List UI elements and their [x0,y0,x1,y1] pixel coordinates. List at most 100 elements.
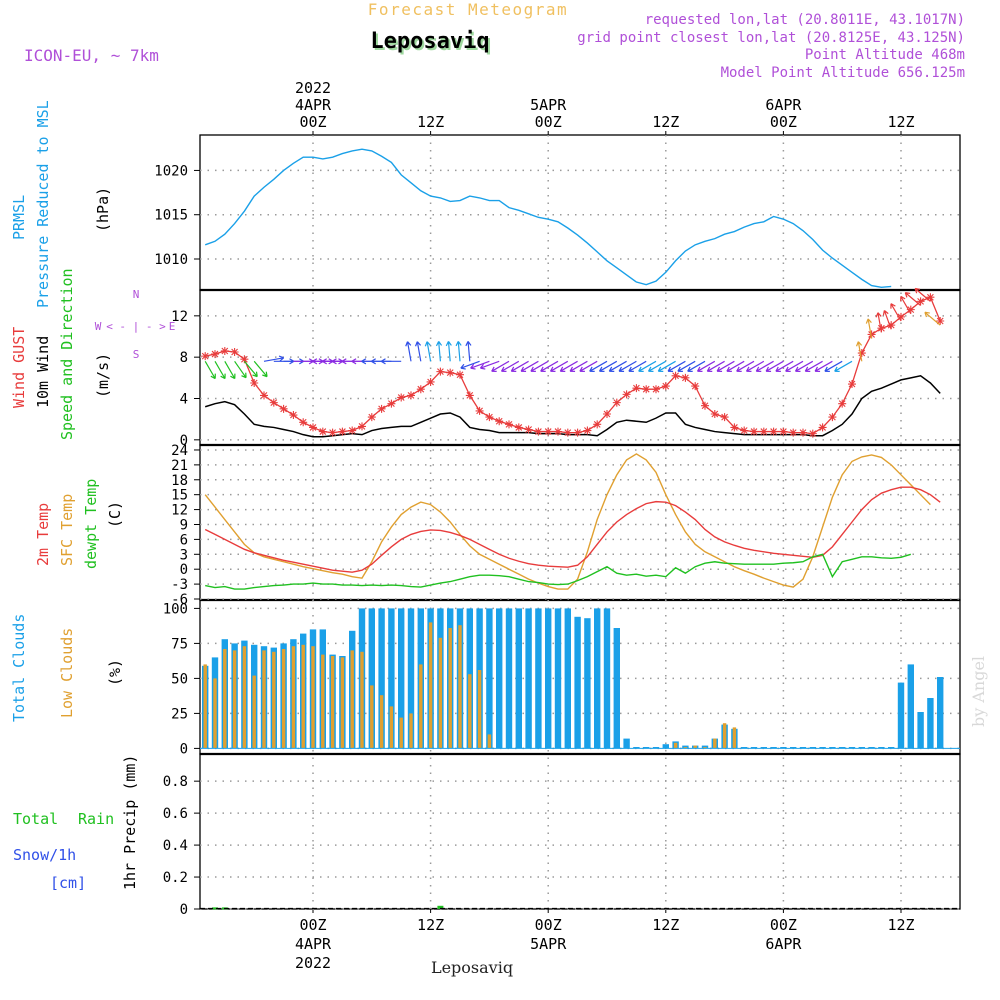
wind-arrow [445,341,452,362]
wind-arrow [667,360,686,372]
gust-marker [603,410,611,418]
wind-arrow [904,292,921,306]
wind-arrow [696,360,716,372]
wind-arrow [414,341,422,362]
low-cloud-bar [419,664,423,749]
wind-arrow [479,360,500,370]
gust-marker [818,423,827,432]
total-cloud-bar [505,608,513,749]
wind-arrow [794,360,814,372]
temp-unit: (C) [106,501,124,528]
total-cloud-bar [858,747,865,749]
gust-marker [681,373,690,382]
point-altitude: Point Altitude 468m [805,47,965,63]
wind-arrow [804,360,823,372]
total-cloud-bar [848,747,856,749]
total-cloud-bar [486,608,493,749]
y-tick-label: 0.6 [163,806,188,822]
cloud-bars [200,608,960,749]
low-cloud-bar [673,742,678,749]
wind-arrow [380,358,402,365]
low-cloud-bar [477,670,482,749]
gust-marker [906,305,915,314]
wind-arrow [214,361,226,380]
precip-snow-label: Snow/1h [13,846,76,864]
gust-marker [534,427,543,436]
gust-marker [436,367,445,376]
gust-marker [289,411,298,420]
low-cloud-bar [732,727,737,749]
total-cloud-bar [839,747,846,749]
pressure-line [204,148,892,289]
low-cloud-bar [370,685,374,749]
wind-arrow [520,360,539,372]
gust-marker [897,312,905,321]
wind-arrow [775,360,794,372]
low-cloud-bar [311,646,315,749]
panel-frame-temp [199,444,961,601]
wind-arrow [657,360,676,372]
wind-arrow [405,341,412,362]
low-cloud-bar [291,646,296,749]
wind-arrow [824,360,843,372]
low-cloud-bar [703,747,707,749]
wind-arrow [706,360,725,372]
gust-marker [867,330,876,339]
total-cloud-bar [623,738,630,749]
y-tick-label: 50 [171,671,188,687]
wind-arrow [455,341,462,362]
gust-marker [808,429,817,438]
gust-marker [759,427,768,436]
total-cloud-bar [564,608,571,749]
total-cloud-bar [937,677,944,749]
y-tick-label: 25 [171,706,188,722]
top-time-label: 6APR [765,96,802,114]
low-cloud-bar [203,664,207,749]
precip-rain-label: Rain [78,810,114,828]
y-tick-label: -6 [171,592,188,608]
low-cloud-bar [693,745,697,749]
watermark: by Angel [969,656,988,727]
low-cloud-bar [340,657,345,749]
gust-marker [338,427,347,436]
location-title: Leposaviq [370,29,489,54]
gust-marker [309,423,317,432]
low-cloud-bar [213,678,217,749]
wind-arrow [243,360,258,378]
wind-arrow [589,360,608,372]
y-tick-label: 0 [180,741,188,757]
total-cloud-bar [652,747,660,749]
total-cloud-bar [496,608,503,749]
data-lines [201,148,945,590]
gust-marker [416,385,425,394]
wind-arrow [628,360,647,372]
wind-arrow [900,295,912,315]
gust-marker [710,410,719,418]
low-cloud-bar [262,650,266,749]
gust-marker [456,370,464,379]
wind-arrow [569,360,588,372]
footer-location: Leposaviq [431,958,513,977]
gust-marker [220,346,229,355]
compass-s: S [133,348,140,361]
wind-arrow [687,360,706,372]
total-cloud-bar [603,608,611,749]
wind-arrow [234,360,247,379]
total-cloud-bar [878,747,885,749]
y-tick-label: 0 [180,433,188,449]
total-cloud-bar [907,664,914,749]
total-cloud-bar [545,608,552,749]
wind-arrow [530,360,549,372]
model-label: ICON-EU, ~ 7km [24,46,159,65]
axis-ticks: 10101015102004812-6-30369121518212402550… [154,163,200,918]
total-cloud-bar [662,744,669,749]
wind-arrow [814,360,833,372]
total-cloud-bar [760,747,767,749]
wind-arrow [677,360,696,372]
wind-arrow [716,360,735,372]
total-cloud-bar [888,747,895,749]
total-cloud-bar [741,747,748,749]
y-tick-label: 100 [163,601,188,617]
wind-10m-label: 10m Wind [34,336,52,408]
